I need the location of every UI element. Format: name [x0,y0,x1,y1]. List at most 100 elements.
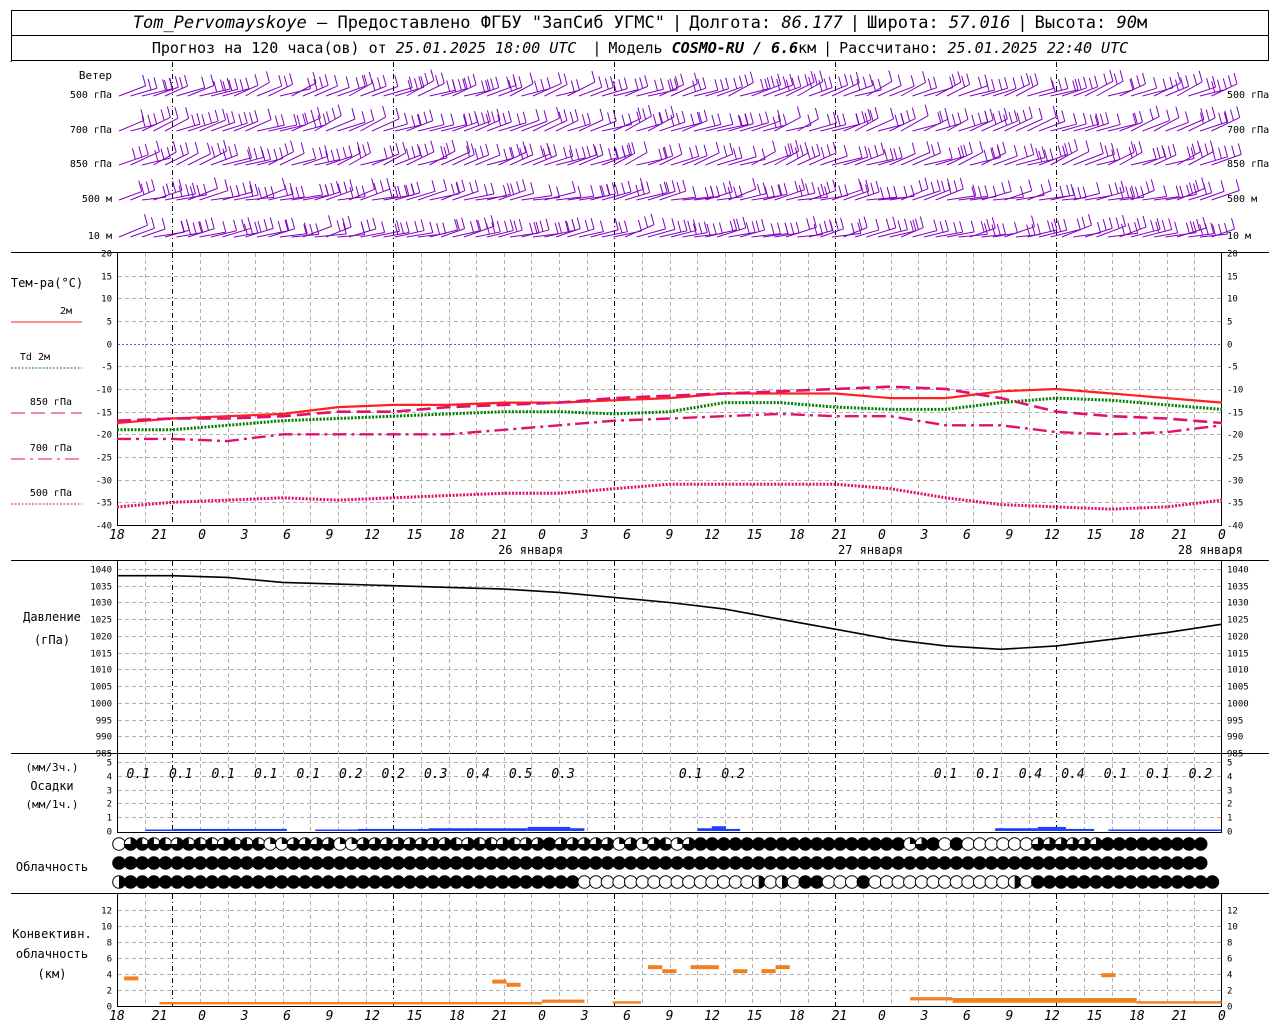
conv-tick-left: 0 [107,1003,112,1013]
press-tick-left: 1010 [90,666,112,676]
wind-barb [831,178,863,201]
time-hour-bottom: 12 [704,1009,720,1024]
press-tick-right: 1000 [1227,700,1249,710]
cloud-symbol-overcast [1193,837,1208,851]
grid-lines [118,62,1221,1006]
wind-barb [728,71,754,97]
temp-tick-left: -30 [96,477,112,487]
wind-barb [1130,147,1157,166]
cloud-symbol-overcast [216,875,231,889]
wind-barb [325,108,356,132]
cloud-symbol-clear [949,875,964,889]
precip-bar [357,828,429,831]
wind-barb [567,70,596,97]
wind-barb [1107,78,1134,97]
wind-barb [429,139,456,166]
cloud-symbol-overcast [728,837,743,851]
cloud-symbol-overcast [251,856,266,870]
wind-barb [1130,218,1161,238]
cloud-symbol-overcast [565,875,580,889]
wind-barb [889,219,917,238]
wind-barb [900,177,929,201]
temp-tick-left: -15 [96,409,112,419]
cloud-symbol-three-quarter [519,837,533,851]
wind-barb [590,110,617,132]
time-hour-bottom: 12 [364,1009,380,1024]
wind-barb [946,108,969,132]
wind-barb [544,73,568,97]
wind-barb [624,75,649,97]
wind-barb [659,143,683,166]
wind-barb [1038,77,1069,97]
temp-tick-right: -5 [1227,363,1238,373]
precip-tick-left: 0 [107,828,112,838]
cloud-symbol-broken [472,837,487,851]
wind-barb [670,186,697,201]
cloud-symbol-overcast [972,856,987,870]
temp-tick-right: 0 [1227,341,1232,351]
precip-bar [711,826,726,831]
wind-barb [337,141,361,166]
conv-cloud-bar [704,965,719,970]
cloud-symbol-overcast [1124,875,1138,889]
wind-barb [1211,179,1240,201]
cloud-symbol-clear [868,875,882,889]
cloud-symbol-half [751,875,766,889]
wind-barb [1073,113,1100,132]
cloud-symbol-quarter [344,837,359,851]
wind-barb [739,111,770,132]
precip-label: 0.1 [126,767,149,782]
cloud-symbol-overcast [193,875,208,889]
wind-barb [785,216,817,238]
wind-barb [1199,110,1229,132]
conv-title-2: облачность [16,947,88,961]
cloud-symbol-three-quarter [321,837,336,851]
precip-unit-1h: (мм/1ч.) [26,798,79,811]
cloud-symbol-overcast [356,856,371,870]
wind-barb [762,73,794,97]
time-hour-top: 18 [109,528,125,543]
time-hour-top: 12 [704,528,720,543]
cloud-symbol-overcast [1147,837,1161,851]
cloud-symbol-clear [112,837,126,851]
wind-barb [1176,217,1207,238]
wind-barb [164,142,190,166]
wind-barb [337,111,366,132]
wind-barb [532,72,562,97]
cloud-symbol-three-quarter [530,837,545,851]
wind-barb [268,140,295,166]
wind-barb [1015,146,1046,166]
wind-barb [141,77,173,97]
wind-barb [1084,112,1110,132]
wind-barb [590,182,616,201]
wind-title: Ветер [79,69,112,82]
wind-barb [383,141,407,166]
time-hour-bottom: 6 [283,1009,291,1024]
wind-barb [992,77,1017,97]
cloud-symbol-overcast [821,856,836,870]
wind-barb [463,110,491,132]
cloud-symbol-overcast [891,837,906,851]
wind-barb [371,107,400,132]
wind-barb [1188,106,1216,132]
conv-tick-right: 6 [1227,955,1232,965]
wind-barb [164,74,188,97]
wind-barb [992,221,1018,238]
cloud-symbol-three-quarter [309,837,324,851]
wind-barb [969,217,996,238]
wind-barb [912,76,938,97]
wind-level-left-2: 850 гПа [70,159,112,170]
cloud-symbol-overcast [298,875,312,889]
time-hour-top: 21 [152,528,168,543]
wind-barb [843,74,874,97]
legend-label-0: 2м [60,306,72,317]
cloud-symbol-overcast [833,856,848,870]
wind-barb [1153,221,1179,238]
wind-barb [130,217,155,238]
wind-barb [555,146,586,166]
wind-barb [762,113,787,132]
wind-barb [452,111,478,132]
wind-barb [1199,223,1229,238]
temperature-series [116,385,1223,511]
precip-tick-left: 2 [107,800,112,810]
